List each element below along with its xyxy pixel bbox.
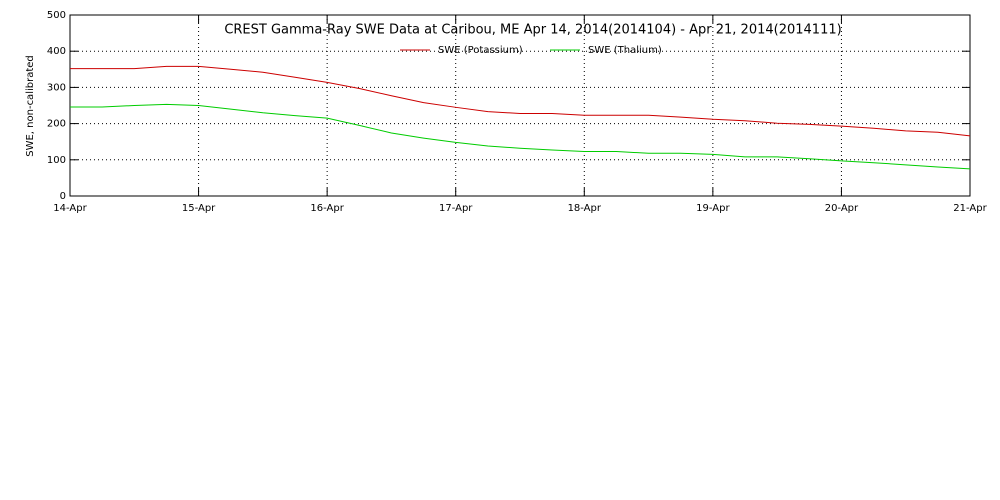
legend-label: SWE (Potassium) <box>438 45 523 56</box>
y-tick-label: 500 <box>47 10 66 21</box>
x-tick-label: 16-Apr <box>310 203 344 214</box>
data-line <box>70 65 971 137</box>
x-tick-label: 21-Apr <box>953 203 987 214</box>
y-tick-label: 0 <box>60 191 66 202</box>
y-axis-label: SWE, non-calibrated <box>25 55 36 157</box>
chart-title: CREST Gamma-Ray SWE Data at Caribou, ME … <box>224 23 841 38</box>
data-line <box>70 103 971 170</box>
legend-label: SWE (Thalium) <box>588 45 662 56</box>
x-tick-label: 17-Apr <box>439 203 473 214</box>
y-tick-label: 400 <box>47 46 66 57</box>
y-tick-label: 300 <box>47 82 66 93</box>
x-tick-label: 18-Apr <box>568 203 602 214</box>
y-tick-label: 100 <box>47 155 66 166</box>
x-tick-label: 19-Apr <box>696 203 730 214</box>
x-tick-label: 20-Apr <box>825 203 859 214</box>
y-tick-label: 200 <box>47 119 66 130</box>
x-tick-label: 15-Apr <box>182 203 216 214</box>
plot-frame <box>69 14 971 197</box>
x-tick-label: 14-Apr <box>53 203 87 214</box>
